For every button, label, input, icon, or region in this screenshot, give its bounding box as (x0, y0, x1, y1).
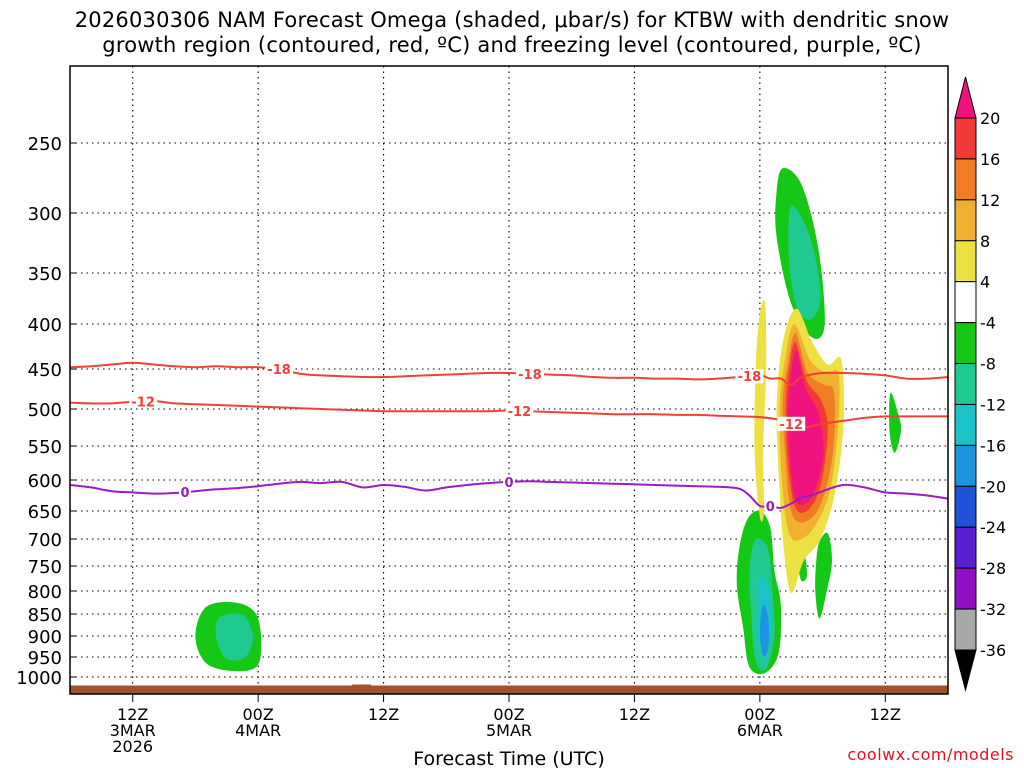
title-line-1: 2026030306 NAM Forecast Omega (shaded, μ… (74, 8, 950, 32)
colorbar-box-1 (954, 158, 977, 201)
x-tick-30-line0: 12Z (368, 705, 399, 724)
x-tick-42-line1: 5MAR (486, 721, 532, 740)
freezing-level-0-line (70, 480, 948, 509)
freezing-level-0-label-bg-0 (178, 485, 191, 500)
y-tick-950: 950 (28, 648, 62, 669)
colorbar-label-4: 4 (980, 273, 990, 292)
x-tick-78-line0: 12Z (870, 705, 901, 724)
freezing-level-0-label-bg-2 (764, 499, 777, 514)
colorbar-box-0 (954, 117, 977, 160)
dgz-minus-18-label-0: -18 (267, 363, 291, 378)
y-tick-650: 650 (28, 502, 62, 523)
colorbar-label-6: -8 (980, 355, 996, 374)
y-tick-500: 500 (28, 400, 62, 421)
colorbar-label-2: 12 (980, 191, 1000, 210)
y-axis: 2503003504004505005506006507007508008509… (16, 134, 76, 689)
y-tick-850: 850 (28, 605, 62, 626)
y-tick-1000: 1000 (16, 668, 62, 689)
colorbar-top-triangle (954, 76, 977, 119)
shade-spot-neg4 (889, 392, 902, 453)
freezing-level-0-label-2: 0 (766, 500, 775, 515)
dgz-minus-12-label-bg-2 (777, 416, 806, 431)
dgz-minus-12-label-2: -12 (779, 418, 803, 433)
dgz-minus-12-label-1: -12 (508, 405, 532, 420)
freezing-level-0-label-bg-1 (503, 474, 515, 489)
y-tick-750: 750 (28, 557, 62, 578)
colorbar-box-6 (954, 363, 977, 405)
colorbar-box-10 (954, 526, 977, 569)
shade-lower-neg16 (759, 604, 769, 656)
ground-fill (70, 685, 948, 694)
dgz-minus-18-label-bg-0 (265, 362, 294, 376)
colorbar-label-11: -28 (980, 559, 1006, 578)
dgz-minus-18-label-1: -18 (518, 368, 542, 383)
x-axis-label: Forecast Time (UTC) (413, 748, 604, 768)
colorbar-box-5 (954, 322, 977, 365)
x-tick-6-line2: 2026 (112, 737, 153, 756)
colorbar-label-7: -12 (980, 395, 1006, 414)
freezing-level-0-label-0: 0 (180, 486, 189, 501)
dgz-minus-18-label-bg-2 (735, 369, 764, 384)
colorbar-label-1: 16 (980, 150, 1000, 169)
y-tick-350: 350 (28, 264, 62, 285)
colorbar: 20 16 12 8 4 -4 -8 -12 -16 -20 -24 -28 -32 -36 (954, 76, 1006, 692)
x-tick-54-line0: 12Z (619, 705, 650, 724)
colorbar-box-8 (954, 444, 977, 487)
shade-yellow-strip (754, 299, 767, 522)
y-tick-900: 900 (28, 627, 62, 648)
y-tick-800: 800 (28, 582, 62, 603)
freezing-level-0-label-1: 0 (504, 476, 513, 491)
colorbar-label-8: -16 (980, 436, 1006, 455)
shade-4mar-neg8 (215, 613, 253, 661)
y-tick-450: 450 (28, 360, 62, 381)
x-tick-66-line1: 6MAR (737, 721, 783, 740)
colorbar-label-0: 20 (980, 109, 1000, 128)
colorbar-box-7 (954, 403, 977, 446)
y-tick-250: 250 (28, 134, 62, 155)
x-tick-18-line1: 4MAR (235, 721, 281, 740)
dgz-minus-12-label-bg-1 (505, 403, 534, 418)
colorbar-box-9 (954, 485, 977, 528)
colorbar-label-9: -20 (980, 477, 1006, 496)
y-tick-300: 300 (28, 204, 62, 225)
chart-title: 2026030306 NAM Forecast Omega (shaded, μ… (0, 8, 1024, 58)
x-tick-6-line1: 3MAR (110, 721, 156, 740)
colorbar-box-2 (954, 199, 977, 242)
ground-bump (352, 684, 372, 687)
omega-shading (195, 168, 902, 675)
colorbar-label-13: -36 (980, 641, 1006, 660)
x-tick-42-line0: 00Z (493, 705, 524, 724)
y-tick-400: 400 (28, 315, 62, 336)
y-tick-700: 700 (28, 530, 62, 551)
colorbar-label-3: 8 (980, 232, 990, 251)
dgz-minus-12-label-bg-0 (129, 394, 158, 409)
shade-small-neg4 (815, 532, 833, 619)
colorbar-box-11 (954, 567, 977, 610)
colorbar-label-5: -4 (980, 314, 996, 333)
title-line-2: growth region (contoured, red, ºC) and f… (102, 33, 922, 57)
shade-upper-neg8 (788, 205, 821, 320)
colorbar-label-10: -24 (980, 518, 1006, 537)
x-tick-66-line0: 00Z (744, 705, 775, 724)
colorbar-box-4 (954, 281, 977, 324)
y-tick-550: 550 (28, 437, 62, 458)
colorbar-box-12 (954, 608, 977, 651)
credit-text: coolwx.com/models (847, 745, 1014, 764)
y-tick-600: 600 (28, 471, 62, 492)
colorbar-box-3 (954, 240, 977, 283)
colorbar-label-12: -32 (980, 600, 1006, 619)
dgz-minus-18-label-2: -18 (738, 370, 762, 385)
ground-band (70, 684, 948, 694)
dgz-minus-12-label-0: -12 (131, 395, 155, 410)
colorbar-bottom-triangle (954, 649, 977, 692)
contour-lines: -18 -18 -18 -12 -12 -12 0 0 0 (70, 361, 948, 515)
x-tick-18-line0: 00Z (242, 705, 273, 724)
dgz-minus-18-label-bg-1 (515, 366, 544, 381)
x-tick-6-line0: 12Z (117, 705, 148, 724)
